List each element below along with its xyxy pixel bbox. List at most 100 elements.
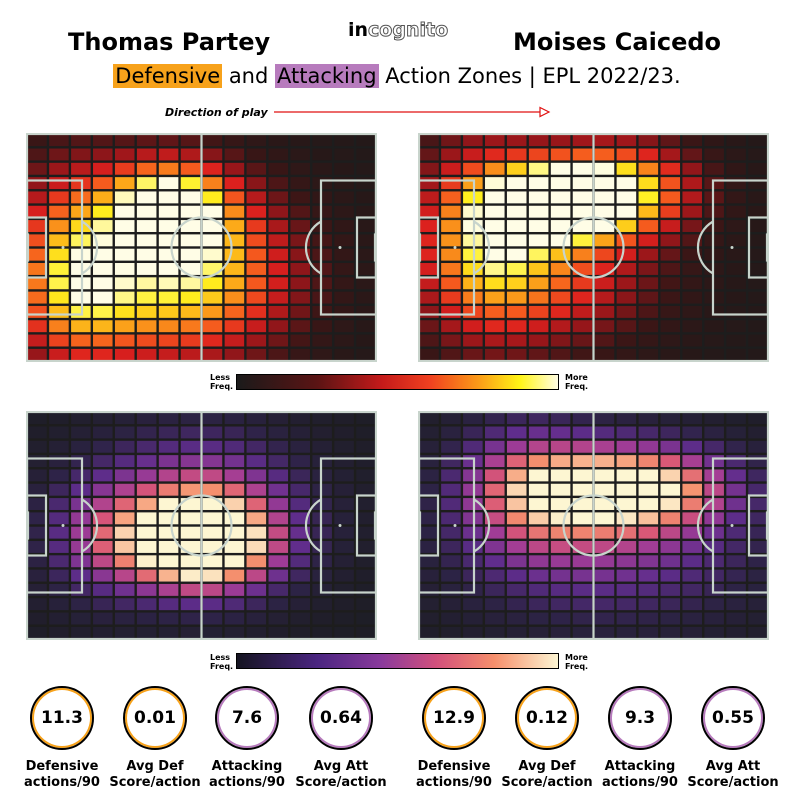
heatmap-cell — [202, 162, 223, 175]
heatmap-cell — [202, 291, 223, 304]
heatmap-cell — [246, 598, 267, 611]
heatmap-cell — [114, 263, 135, 275]
heatmap-cell — [180, 583, 201, 596]
heatmap-cell — [27, 134, 47, 147]
heatmap-cell — [506, 598, 527, 611]
heatmap-cell — [528, 334, 549, 347]
heatmap-cell — [202, 191, 223, 204]
penalty-spot — [453, 246, 457, 249]
heatmap-cell — [312, 498, 332, 510]
heatmap-cell — [572, 412, 593, 425]
heatmap-cell — [136, 248, 157, 261]
heatmap-cell — [419, 512, 439, 525]
heatmap-cell — [268, 498, 289, 510]
heatmap-cell — [158, 598, 179, 611]
heatmap-cell — [550, 526, 571, 539]
heatmap-cell — [616, 498, 637, 510]
heatmap-cell — [419, 277, 439, 290]
heatmap-cell — [180, 412, 201, 425]
heatmap-cell — [506, 162, 527, 175]
stat-label: Avg Def Score/action — [105, 759, 205, 791]
heatmap-cell — [246, 426, 267, 439]
heatmap-cell — [616, 598, 637, 611]
stat-label: Avg Def Score/action — [497, 759, 597, 791]
heatmap-cell — [594, 263, 615, 275]
stat-label-line2: actions/90 — [416, 775, 492, 790]
heatmap-cell — [682, 248, 702, 261]
heatmap-cell — [682, 320, 702, 333]
heatmap-cell — [572, 234, 593, 247]
heatmap-cell — [572, 583, 593, 596]
heatmap-cell — [136, 134, 157, 147]
heatmap-cell — [660, 541, 681, 553]
heatmap-cell — [485, 541, 505, 553]
heatmap-cell — [180, 191, 201, 204]
heatmap-cell — [682, 220, 702, 232]
heatmap-cell — [550, 541, 571, 553]
heatmap-cell — [485, 526, 505, 539]
heatmap-cell — [463, 191, 483, 204]
heatmap-cell — [506, 305, 527, 318]
heatmap-cell — [550, 440, 571, 453]
stat-label-line1: Avg Att — [313, 759, 369, 774]
heatmap-cell — [682, 348, 702, 361]
heatmap-cell — [246, 263, 267, 275]
heatmap-cell — [594, 526, 615, 539]
heatmap-cell — [180, 498, 201, 510]
heatmap-cell — [312, 555, 332, 568]
stat-label-line1: Avg Def — [126, 759, 184, 774]
heatmap-cell — [506, 569, 527, 582]
heatmap-cell — [748, 626, 768, 639]
heatmap-cell — [572, 305, 593, 318]
heatmap-cell — [334, 334, 354, 347]
heatmap-cell — [704, 426, 724, 439]
colorbar-attacking — [236, 653, 559, 669]
heatmap-cell — [726, 263, 746, 275]
heatmap-cell — [704, 555, 724, 568]
stat-circle: 0.64 — [309, 686, 373, 750]
heatmap-cell — [356, 348, 376, 361]
heatmap-cell — [485, 498, 505, 510]
heatmap-cell — [312, 483, 332, 496]
heatmap-cell — [748, 334, 768, 347]
heatmap-cell — [136, 412, 157, 425]
heatmap-cell — [550, 583, 571, 596]
heatmap-cell — [726, 541, 746, 553]
heatmap-cell — [312, 162, 332, 175]
heatmap-cell — [312, 205, 332, 218]
heatmap-cell — [726, 612, 746, 625]
heatmap-cell — [312, 512, 332, 525]
heatmap-cell — [682, 483, 702, 496]
heatmap-cell — [726, 626, 746, 639]
heatmap-cell — [572, 440, 593, 453]
heatmap-cell — [93, 134, 113, 147]
heatmap-cell — [506, 320, 527, 333]
heatmap-cell — [202, 512, 223, 525]
heatmap-cell — [748, 277, 768, 290]
heatmap-cell — [660, 234, 681, 247]
heatmap-cell — [485, 569, 505, 582]
heatmap-cell — [682, 305, 702, 318]
heatmap-cell — [748, 569, 768, 582]
heatmap-cell — [594, 412, 615, 425]
heatmap-cell — [463, 440, 483, 453]
heatmap-cell — [682, 191, 702, 204]
heatmap-cell — [158, 440, 179, 453]
heatmap-cell — [246, 291, 267, 304]
heatmap-cell — [660, 205, 681, 218]
heatmap-cell — [158, 177, 179, 190]
heatmap-cell — [616, 483, 637, 496]
heatmap-cell — [136, 440, 157, 453]
heatmap-cell — [528, 305, 549, 318]
heatmap-cell — [572, 220, 593, 232]
heatmap-cell — [506, 469, 527, 482]
heatmap-cell — [572, 205, 593, 218]
stat-label-line2: actions/90 — [602, 775, 678, 790]
stat-label-line1: Attacking — [211, 759, 283, 774]
heatmap-cell — [49, 426, 69, 439]
heatmap-cell — [506, 440, 527, 453]
heatmap-cell — [158, 483, 179, 496]
heatmap-cell — [356, 277, 376, 290]
legend2-less-label: Less Freq. — [210, 653, 233, 671]
heatmap-cell — [572, 526, 593, 539]
